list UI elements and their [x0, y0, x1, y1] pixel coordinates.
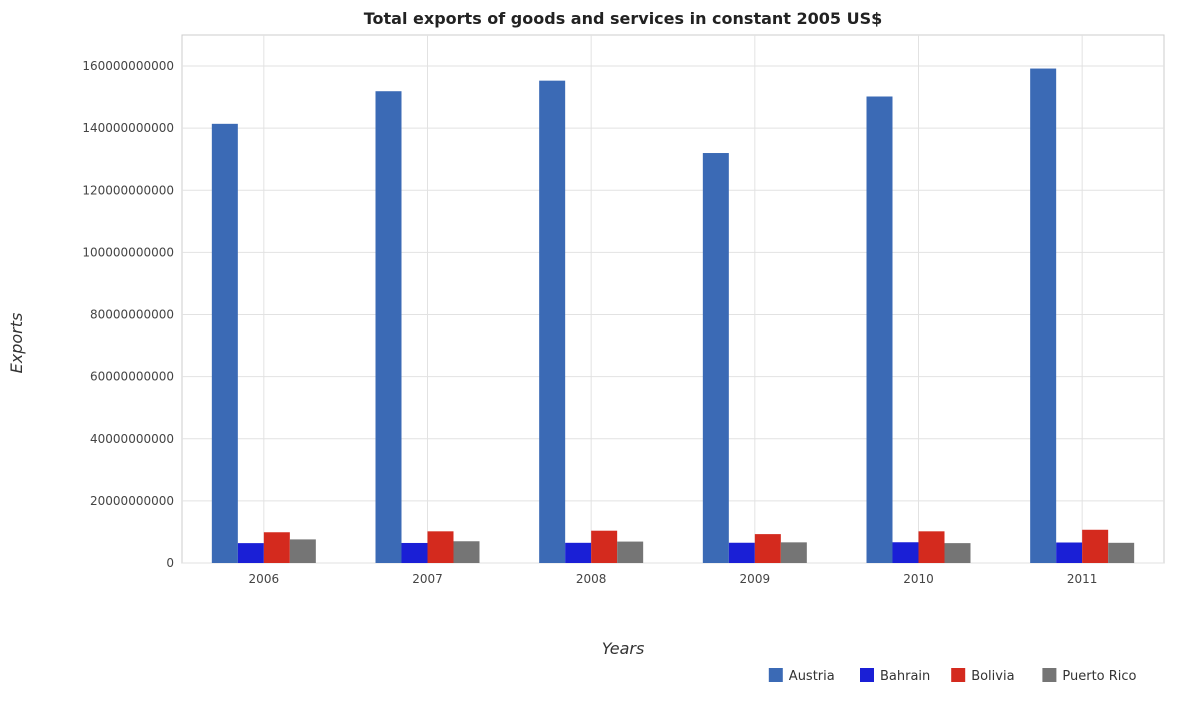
bar-bahrain-2009: [728, 542, 755, 563]
y-tick-label: 20000000000: [90, 494, 174, 508]
bar-puerto-rico-2006: [289, 539, 316, 563]
bar-bahrain-2010: [892, 542, 919, 563]
bar-bolivia-2008: [591, 530, 618, 563]
grid-layer: [181, 34, 1165, 564]
x-tick-label: 2011: [1067, 572, 1098, 586]
bar-austria-2008: [539, 80, 566, 564]
chart-title: Total exports of goods and services in c…: [364, 9, 883, 28]
legend-swatch-puerto-rico: [1042, 668, 1057, 682]
x-tick-label: 2009: [740, 572, 771, 586]
legend: Austria Bahrain Bolivia Puerto Rico: [768, 668, 1137, 684]
x-tick-label: 2010: [903, 572, 934, 586]
bar-austria-2010: [866, 96, 893, 564]
axis-layer: 0 20000000000 40000000000 60000000000 800000…: [82, 59, 1097, 586]
bar-bolivia-2007: [427, 531, 454, 563]
y-tick-label: 120000000000: [82, 183, 174, 197]
bar-bolivia-2009: [754, 534, 781, 563]
legend-label-bolivia: Bolivia: [971, 669, 1014, 684]
bar-puerto-rico-2010: [944, 543, 971, 563]
bar-bahrain-2007: [401, 542, 428, 563]
y-tick-label: 160000000000: [82, 59, 174, 73]
bar-bahrain-2008: [565, 542, 592, 563]
bar-puerto-rico-2008: [617, 541, 644, 563]
bar-puerto-rico-2011: [1108, 542, 1135, 563]
y-tick-label: 40000000000: [90, 432, 174, 446]
bar-austria-2007: [375, 91, 402, 564]
bar-bahrain-2006: [237, 543, 264, 563]
y-tick-label: 100000000000: [82, 245, 174, 259]
y-tick-label: 60000000000: [90, 370, 174, 384]
bar-puerto-rico-2009: [780, 542, 807, 563]
legend-label-austria: Austria: [789, 669, 835, 684]
bar-austria-2009: [702, 153, 729, 563]
legend-swatch-bolivia: [951, 668, 966, 682]
legend-swatch-austria: [768, 668, 783, 682]
bar-bolivia-2011: [1082, 529, 1109, 563]
bar-puerto-rico-2007: [453, 541, 480, 563]
legend-label-bahrain: Bahrain: [880, 669, 930, 684]
bar-bolivia-2010: [918, 531, 945, 563]
legend-label-puerto-rico: Puerto Rico: [1062, 669, 1136, 684]
bar-bahrain-2011: [1056, 542, 1083, 563]
y-tick-label: 80000000000: [90, 308, 174, 322]
x-axis-label: Years: [602, 639, 645, 658]
bar-austria-2011: [1030, 68, 1057, 564]
bar-bolivia-2006: [263, 532, 290, 563]
x-tick-label: 2008: [576, 572, 607, 586]
x-tick-label: 2006: [249, 572, 280, 586]
y-tick-label: 140000000000: [82, 121, 174, 135]
x-tick-label: 2007: [412, 572, 443, 586]
bars-layer: [211, 68, 1135, 564]
legend-swatch-bahrain: [860, 668, 874, 682]
y-tick-label: 0: [166, 556, 174, 570]
bar-austria-2006: [211, 123, 238, 563]
y-axis-label: Exports: [7, 313, 26, 374]
